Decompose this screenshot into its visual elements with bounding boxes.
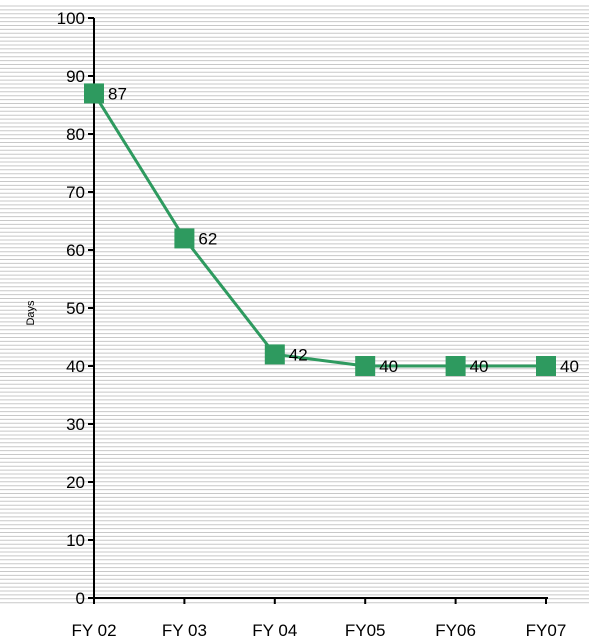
data-point-marker [84,83,104,104]
x-tick-labels: FY 02 FY 03 FY 04 FY05 FY06 FY07 [71,621,566,639]
data-label: 42 [289,345,308,364]
data-label: 40 [470,357,489,376]
data-point-marker [264,344,285,365]
y-tick-label: 40 [66,357,85,376]
data-label: 62 [198,229,217,248]
x-tick-label: FY 04 [252,621,297,639]
y-tick-label: 30 [66,415,85,434]
y-tick-label: 70 [66,183,85,202]
data-point-marker [536,356,556,376]
y-axis-title: Days [25,300,37,326]
series-line [84,83,556,376]
data-labels: 87 62 42 40 40 40 [108,84,579,376]
y-tick-label: 100 [57,9,85,28]
y-tick-label: 90 [66,67,85,86]
x-tick-label: FY05 [345,621,386,639]
y-tick-label: 20 [66,473,85,492]
x-tick-label: FY 03 [162,621,207,639]
data-point-marker [355,356,376,376]
data-label: 40 [379,357,398,376]
data-point-marker [174,228,195,249]
axes [88,17,548,604]
y-tick-label: 0 [76,589,85,608]
x-tick-label: FY 02 [71,621,116,639]
x-tick-label: FY06 [435,621,476,639]
y-tick-labels: 0 10 20 30 40 50 60 70 80 90 100 [57,9,85,608]
y-tick-label: 80 [66,125,85,144]
y-tick-label: 50 [66,299,85,318]
series-path [92,92,546,368]
y-tick-label: 10 [66,531,85,550]
y-tick-label: 60 [66,241,85,260]
gridlines [0,5,589,604]
data-label: 40 [560,357,579,376]
data-point-marker [445,356,466,376]
x-tick-label: FY07 [526,621,567,639]
data-label: 87 [108,84,127,103]
